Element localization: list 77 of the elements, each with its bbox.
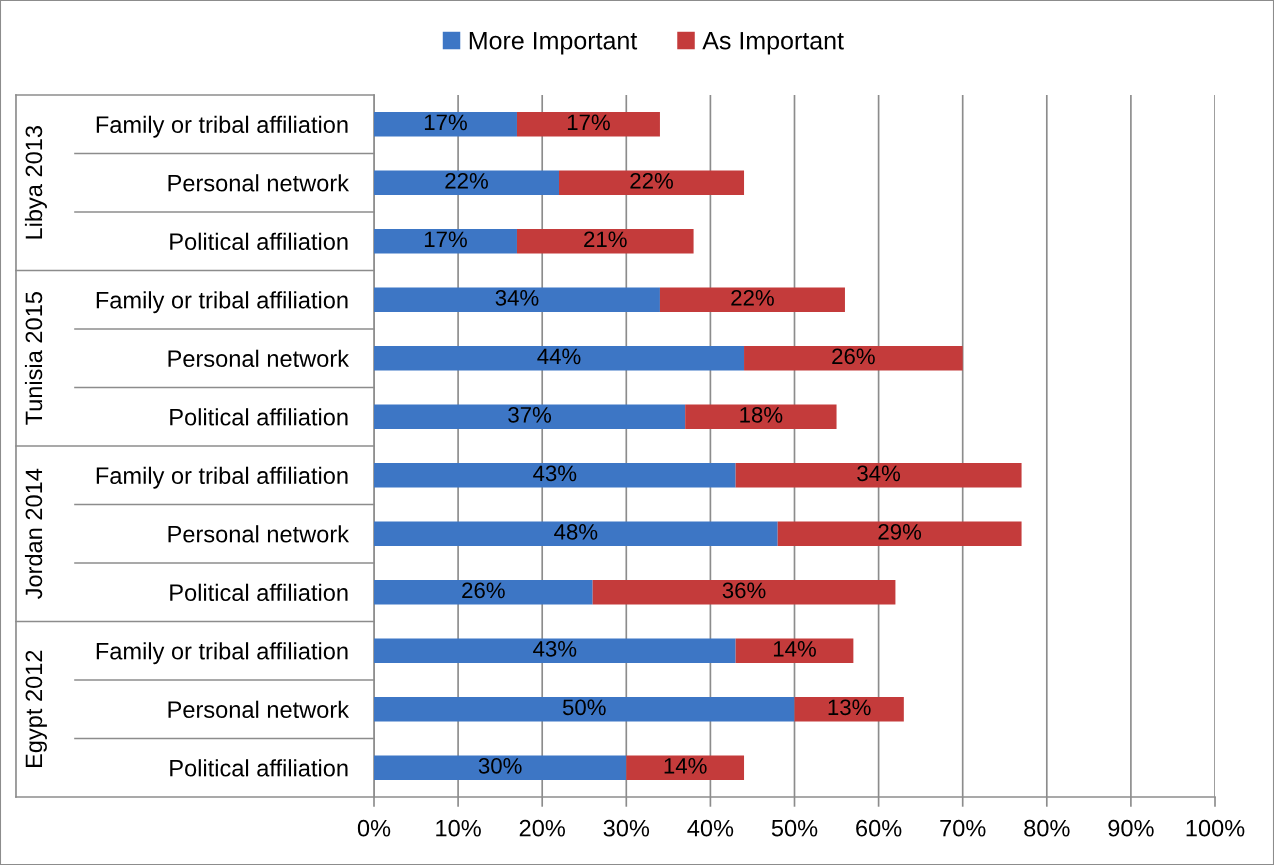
data-label: 26%	[462, 582, 505, 599]
bar	[559, 170, 745, 196]
x-tick-label: 80%	[1024, 819, 1070, 837]
data-label: 17%	[567, 114, 610, 131]
bar	[374, 111, 517, 137]
bar	[374, 638, 736, 664]
bar	[374, 696, 795, 722]
x-tick-label: 50%	[771, 819, 818, 837]
data-label: 13%	[828, 699, 871, 716]
bar	[735, 638, 854, 664]
data-label: 17%	[424, 231, 467, 248]
y-tick-label: Personal network	[168, 525, 350, 543]
data-label: 34%	[495, 289, 539, 306]
bar	[592, 579, 896, 605]
data-label: 43%	[533, 640, 577, 657]
bar	[374, 228, 517, 254]
legend-label: As Important	[702, 32, 844, 55]
x-tick-label: 100%	[1186, 819, 1245, 837]
bar	[659, 287, 845, 313]
y-tick-label: Family or tribal affiliation	[96, 466, 348, 489]
data-label: 48%	[554, 523, 598, 540]
text: Egypt 2012	[25, 650, 47, 768]
text: Libya 2013	[24, 126, 47, 239]
text: Tunisia 2015	[24, 292, 43, 425]
x-tick-label: 60%	[856, 819, 902, 837]
x-tick-label: 90%	[1108, 819, 1154, 837]
y-tick-label: Personal network	[168, 349, 350, 368]
data-label: 30%	[478, 757, 522, 774]
bar	[374, 404, 686, 430]
bar	[777, 521, 1022, 547]
bar	[626, 755, 745, 781]
bar	[374, 345, 745, 371]
data-label: 21%	[584, 231, 627, 248]
y-tick-label: Political affiliation	[170, 408, 348, 426]
x-tick-label: 10%	[436, 819, 481, 837]
bar	[374, 579, 593, 605]
data-label: 18%	[740, 406, 783, 423]
bar	[516, 111, 660, 137]
text: Jordan 2014	[24, 468, 43, 600]
x-tick-label: 40%	[687, 819, 734, 837]
y-tick-label: Family or tribal affiliation	[96, 291, 348, 314]
bar	[374, 462, 736, 488]
data-label: 22%	[630, 172, 673, 189]
data-label: 22%	[731, 289, 774, 306]
y-tick-label: Personal network	[168, 174, 350, 192]
data-label: 37%	[508, 406, 552, 423]
data-label: 44%	[537, 348, 581, 365]
data-label: 26%	[832, 348, 875, 365]
bar	[374, 287, 660, 313]
bar	[374, 170, 560, 196]
y-tick-label: Political affiliation	[170, 232, 348, 251]
bar	[794, 696, 904, 722]
y-tick-label: Political affiliation	[170, 583, 348, 602]
data-label: 14%	[664, 758, 707, 774]
data-label: 14%	[773, 641, 816, 657]
legend-label: More Important	[469, 32, 638, 55]
y-tick-label: Family or tribal affiliation	[96, 642, 348, 665]
y-tick-label: Family or tribal affiliation	[96, 115, 348, 138]
bar	[516, 228, 694, 254]
y-tick-label: Personal network	[168, 700, 350, 719]
bar	[374, 521, 778, 547]
data-label: 22%	[445, 172, 488, 189]
bar	[744, 345, 963, 371]
x-tick-label: 30%	[603, 819, 650, 837]
bar	[374, 755, 627, 781]
y-tick-label: Political affiliation	[170, 759, 348, 777]
x-tick-label: 20%	[519, 819, 565, 837]
data-label: 50%	[562, 699, 606, 716]
data-label: 43%	[533, 465, 577, 482]
bar	[735, 462, 1022, 488]
x-tick-label: 0%	[357, 819, 391, 837]
data-label: 34%	[857, 465, 901, 482]
bar	[685, 404, 837, 430]
data-label: 29%	[878, 523, 922, 540]
data-label: 17%	[424, 114, 467, 131]
data-label: 36%	[722, 582, 766, 599]
x-tick-label: 70%	[940, 819, 986, 837]
